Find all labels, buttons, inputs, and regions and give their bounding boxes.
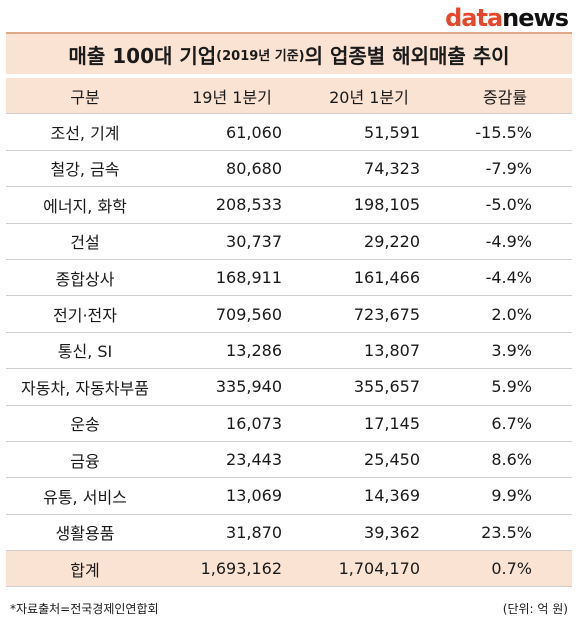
cell-category: 유통, 서비스	[6, 477, 164, 515]
table-row: 운송 16,073 17,145 6.7%	[6, 405, 572, 442]
logo-part-data: data	[445, 4, 503, 32]
logo-part-news: news	[502, 4, 569, 32]
table-row: 에너지, 화학 208,533 198,105 -5.0%	[6, 186, 572, 224]
cell-change-rate: 2.0%	[438, 295, 572, 333]
cell-change-rate: -7.9%	[438, 150, 572, 188]
cell-2020q1: 29,220	[300, 223, 438, 260]
header-2020q1: 20년 1분기	[300, 78, 438, 115]
title-rest: 의 업종별 해외매출 추이	[304, 43, 510, 68]
cell-2020q1: 25,450	[300, 441, 438, 479]
cell-change-rate: -15.5%	[438, 113, 572, 151]
cell-2019q1: 16,073	[164, 405, 300, 442]
table-row: 전기·전자 709,560 723,675 2.0%	[6, 295, 572, 333]
title-main: 매출 100대 기업	[68, 43, 217, 68]
unit-note: (단위: 억 원)	[502, 602, 568, 616]
total-row: 합계 1,693,162 1,704,170 0.7%	[6, 550, 572, 588]
cell-category: 조선, 기계	[6, 113, 164, 151]
cell-2020q1: 14,369	[300, 477, 438, 515]
table-row: 조선, 기계 61,060 51,591 -15.5%	[6, 113, 572, 151]
overseas-sales-table: 구분 19년 1분기 20년 1분기 증감률 조선, 기계 61,060 51,59…	[6, 78, 572, 588]
cell-2020q1: 355,657	[300, 368, 438, 406]
cell-change-rate: 23.5%	[438, 514, 572, 552]
table-row: 유통, 서비스 13,069 14,369 9.9%	[6, 477, 572, 515]
cell-2020q1: 1,704,170	[300, 550, 438, 588]
cell-category: 철강, 금속	[6, 150, 164, 188]
cell-category: 운송	[6, 405, 164, 442]
header-2019q1: 19년 1분기	[164, 78, 300, 115]
table-title: 매출 100대 기업 (2019년 기준) 의 업종별 해외매출 추이	[6, 32, 572, 74]
cell-2019q1: 13,069	[164, 477, 300, 515]
header-category: 구분	[6, 78, 164, 115]
cell-2019q1: 168,911	[164, 259, 300, 297]
cell-2019q1: 31,870	[164, 514, 300, 552]
cell-category: 생활용품	[6, 514, 164, 552]
cell-category: 건설	[6, 223, 164, 260]
table-row: 건설 30,737 29,220 -4.9%	[6, 223, 572, 260]
source-note: *자료출처=전국경제인연합회	[10, 602, 159, 616]
cell-2019q1: 23,443	[164, 441, 300, 479]
cell-category: 전기·전자	[6, 295, 164, 333]
cell-2020q1: 74,323	[300, 150, 438, 188]
datanews-logo: datanews	[445, 4, 569, 32]
title-sub: (2019년 기준)	[216, 48, 305, 64]
cell-category: 에너지, 화학	[6, 186, 164, 224]
cell-change-rate: -5.0%	[438, 186, 572, 224]
cell-2019q1: 61,060	[164, 113, 300, 151]
cell-2019q1: 335,940	[164, 368, 300, 406]
header-change-rate: 증감률	[438, 78, 572, 115]
cell-2019q1: 80,680	[164, 150, 300, 188]
table-row: 철강, 금속 80,680 74,323 -7.9%	[6, 150, 572, 188]
cell-change-rate: 9.9%	[438, 477, 572, 515]
table-row: 통신, SI 13,286 13,807 3.9%	[6, 332, 572, 370]
cell-category: 자동차, 자동차부품	[6, 368, 164, 406]
cell-change-rate: -4.4%	[438, 259, 572, 297]
cell-2020q1: 723,675	[300, 295, 438, 333]
cell-2019q1: 709,560	[164, 295, 300, 333]
cell-2020q1: 51,591	[300, 113, 438, 151]
table-row: 자동차, 자동차부품 335,940 355,657 5.9%	[6, 368, 572, 406]
cell-change-rate: -4.9%	[438, 223, 572, 260]
cell-2019q1: 30,737	[164, 223, 300, 260]
cell-category: 종합상사	[6, 259, 164, 297]
cell-2020q1: 13,807	[300, 332, 438, 370]
table-row: 생활용품 31,870 39,362 23.5%	[6, 514, 572, 552]
cell-category: 통신, SI	[6, 332, 164, 370]
cell-change-rate: 0.7%	[438, 550, 572, 588]
cell-change-rate: 3.9%	[438, 332, 572, 370]
cell-change-rate: 6.7%	[438, 405, 572, 442]
cell-2019q1: 1,693,162	[164, 550, 300, 588]
cell-2020q1: 198,105	[300, 186, 438, 224]
cell-2020q1: 39,362	[300, 514, 438, 552]
cell-change-rate: 8.6%	[438, 441, 572, 479]
cell-2019q1: 13,286	[164, 332, 300, 370]
cell-2020q1: 17,145	[300, 405, 438, 442]
cell-2020q1: 161,466	[300, 259, 438, 297]
cell-category: 합계	[6, 550, 164, 588]
cell-category: 금융	[6, 441, 164, 479]
table-row: 종합상사 168,911 161,466 -4.4%	[6, 259, 572, 297]
table-row: 금융 23,443 25,450 8.6%	[6, 441, 572, 479]
header-row: 구분 19년 1분기 20년 1분기 증감률	[6, 78, 572, 115]
cell-change-rate: 5.9%	[438, 368, 572, 406]
cell-2019q1: 208,533	[164, 186, 300, 224]
